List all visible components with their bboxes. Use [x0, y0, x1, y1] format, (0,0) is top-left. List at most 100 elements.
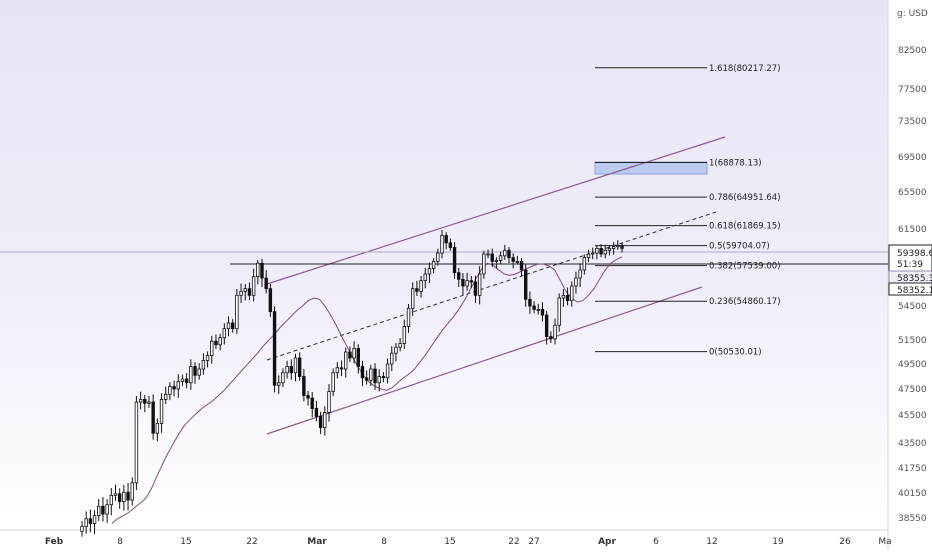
candle — [97, 498, 101, 522]
candle — [272, 306, 277, 393]
price-tick-label: 77500 — [898, 85, 927, 95]
candle — [553, 318, 557, 345]
time-tick-label: Feb — [45, 537, 64, 547]
candle-body — [222, 328, 227, 339]
candle — [310, 391, 314, 418]
candle — [243, 284, 247, 301]
candle — [477, 266, 482, 305]
fib-level-label: 0.382(57539.00) — [709, 262, 781, 272]
time-tick-label: Ma — [878, 537, 891, 547]
candle-body — [570, 285, 574, 302]
candle-body — [461, 278, 465, 287]
target-zone-box[interactable] — [594, 161, 708, 175]
candle-body — [519, 260, 524, 271]
candle-body — [293, 357, 298, 374]
fib-level-label: 0.236(54860.17) — [709, 297, 781, 307]
candle — [201, 353, 206, 375]
candle-body — [117, 493, 122, 502]
candle — [486, 249, 490, 259]
candle-body — [264, 277, 268, 290]
candle-body — [172, 386, 176, 390]
candle — [155, 418, 160, 442]
candle — [410, 282, 415, 316]
candle-body — [130, 482, 134, 501]
time-tick-label: 15 — [180, 537, 191, 547]
plot-background — [0, 0, 888, 530]
candle — [611, 242, 616, 255]
candle-body — [226, 322, 231, 330]
candle-body — [302, 376, 306, 396]
candle — [503, 244, 507, 261]
candle — [448, 238, 453, 251]
price-tick-label: 47500 — [898, 385, 927, 395]
candle — [323, 406, 327, 436]
candle-body — [80, 526, 84, 532]
candle-body — [159, 398, 164, 424]
candle — [570, 281, 574, 307]
time-tick-label: 22 — [246, 537, 257, 547]
channel-upper-line[interactable] — [266, 136, 726, 285]
candle — [582, 254, 587, 275]
drawings-layer — [0, 136, 888, 435]
candle-body — [218, 337, 222, 346]
price-tick-label: 40150 — [898, 489, 927, 499]
candle-body — [440, 235, 444, 254]
candle-body — [214, 340, 218, 346]
candle — [214, 334, 218, 349]
time-tick-label: 26 — [839, 537, 851, 547]
candle — [193, 362, 197, 384]
candle-body — [331, 372, 335, 393]
candle-body — [540, 308, 545, 316]
candle — [591, 247, 595, 260]
candle-body — [390, 352, 394, 365]
candle-body — [260, 262, 264, 279]
channel-midline[interactable] — [266, 211, 717, 361]
price-axis: 8250077500735006950065500615005750054500… — [898, 46, 927, 524]
candle-body — [109, 494, 114, 506]
candle-body — [381, 376, 386, 379]
candle — [557, 293, 561, 332]
candle-body — [616, 245, 620, 248]
price-tick-label: 38550 — [898, 514, 927, 524]
candle-body — [344, 351, 348, 370]
candle — [168, 382, 172, 401]
candle-body — [607, 248, 612, 251]
candle-body — [565, 294, 570, 302]
candle-body — [415, 288, 419, 292]
candle-body — [356, 347, 360, 367]
candle-body — [620, 245, 624, 249]
channel-lower-line[interactable] — [266, 286, 703, 435]
price-tick-label: 51500 — [898, 336, 927, 346]
candle — [607, 245, 612, 256]
fib-level-label: 0.5(59704.07) — [709, 242, 770, 252]
candle — [390, 346, 394, 372]
candle — [164, 386, 168, 404]
candle-body — [335, 367, 340, 374]
fib-level-label: 0(50530.01) — [709, 348, 762, 358]
candle — [528, 291, 532, 314]
candle — [251, 268, 256, 302]
candle-body — [155, 422, 160, 434]
candle — [561, 289, 566, 307]
candle — [402, 319, 407, 350]
candle — [197, 363, 201, 380]
countdown-label: 51:39 — [897, 260, 923, 270]
candle — [147, 395, 151, 408]
candle — [469, 276, 473, 289]
candle — [369, 364, 373, 386]
candle-body — [494, 260, 499, 262]
candle — [515, 255, 520, 265]
currency-label: g: USD — [897, 9, 928, 19]
candle-body — [164, 393, 168, 400]
candle — [109, 488, 114, 516]
candle-body — [360, 366, 365, 379]
candle-body — [482, 253, 486, 275]
candle — [356, 344, 360, 374]
candle — [406, 304, 411, 333]
candle-body — [88, 518, 93, 524]
price-tick-label: 69500 — [898, 153, 927, 163]
candle-body — [452, 247, 457, 274]
candle-body — [586, 253, 591, 259]
